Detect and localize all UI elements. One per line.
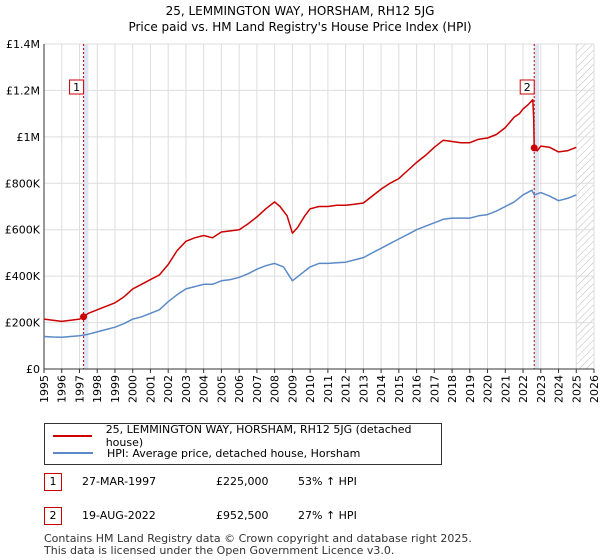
y-tick-label: £1M: [17, 131, 41, 144]
legend-swatch-hpi: [53, 452, 93, 454]
x-tick-label: 1996: [56, 375, 69, 403]
legend-item-hpi: HPI: Average price, detached house, Hors…: [53, 446, 360, 460]
sale-point: [80, 313, 88, 321]
sale-hpi-change: 53% ↑ HPI: [298, 475, 357, 488]
footer-licence: This data is licensed under the Open Gov…: [44, 544, 395, 557]
y-tick-label: £200K: [5, 317, 41, 330]
x-tick-label: 2011: [322, 375, 335, 403]
x-tick-label: 1998: [91, 375, 104, 403]
x-tick-label: 2013: [357, 375, 370, 403]
y-tick-label: £1.2M: [6, 84, 40, 97]
x-tick-label: 2012: [340, 375, 353, 403]
projection-hatch: [576, 44, 594, 369]
hpi-series-line: [43, 189, 577, 338]
chart-subtitle: Price paid vs. HM Land Registry's House …: [128, 20, 472, 34]
sale-row: 1 27-MAR-1997 £225,000 53% ↑ HPI: [44, 473, 444, 493]
x-tick-label: 2021: [499, 375, 512, 403]
x-tick-label: 2016: [411, 375, 424, 403]
property-series-line: [43, 98, 577, 323]
sale-marker-label: 1: [73, 81, 80, 94]
x-tick-label: 2006: [233, 375, 246, 403]
sale-date: 19-AUG-2022: [82, 509, 156, 522]
y-tick-label: £800K: [5, 177, 41, 190]
y-tick-label: £600K: [5, 224, 41, 237]
x-tick-label: 2003: [180, 375, 193, 403]
x-tick-label: 2020: [482, 375, 495, 403]
x-tick-label: 2014: [375, 375, 388, 403]
x-tick-label: 1995: [38, 375, 51, 403]
y-tick-label: £1.4M: [6, 38, 40, 51]
sale-hpi-change: 27% ↑ HPI: [298, 509, 357, 522]
x-tick-label: 2017: [428, 375, 441, 403]
sale-marker-badge: [519, 79, 535, 95]
y-tick-label: £0: [26, 363, 40, 376]
x-tick-label: 2001: [144, 375, 157, 403]
x-tick-label: 2015: [393, 375, 406, 403]
x-tick-label: 2005: [215, 375, 228, 403]
legend-swatch-property: [53, 435, 92, 437]
sale-badge: 2: [44, 507, 62, 525]
sale-point: [530, 144, 538, 152]
x-tick-label: 2008: [269, 375, 282, 403]
x-tick-label: 2000: [127, 375, 140, 403]
x-tick-label: 2019: [464, 375, 477, 403]
x-tick-label: 2026: [588, 375, 600, 403]
sale-price: £225,000: [216, 475, 269, 488]
footer-copyright: Contains HM Land Registry data © Crown c…: [44, 532, 472, 545]
x-tick-label: 2018: [446, 375, 459, 403]
legend-item-property: 25, LEMMINGTON WAY, HORSHAM, RH12 5JG (d…: [53, 423, 441, 449]
sale-marker-label: 2: [524, 81, 531, 94]
x-tick-label: 2025: [570, 375, 583, 403]
x-tick-label: 2007: [251, 375, 264, 403]
x-tick-label: 2004: [198, 375, 211, 403]
x-tick-label: 2022: [517, 375, 530, 403]
sale-marker-badge: [69, 79, 85, 95]
sale-price: £952,500: [216, 509, 269, 522]
x-tick-label: 1999: [109, 375, 122, 403]
legend-label-hpi: HPI: Average price, detached house, Hors…: [107, 446, 361, 460]
sale-highlight-band: [534, 44, 539, 369]
chart-title: 25, LEMMINGTON WAY, HORSHAM, RH12 5JG: [165, 4, 435, 18]
sale-row: 2 19-AUG-2022 £952,500 27% ↑ HPI: [44, 507, 444, 527]
x-tick-label: 2009: [286, 375, 299, 403]
sale-date: 27-MAR-1997: [82, 475, 157, 488]
x-tick-label: 2023: [535, 375, 548, 403]
x-tick-label: 2002: [162, 375, 175, 403]
sale-highlight-band: [83, 44, 89, 369]
x-tick-label: 2010: [304, 375, 317, 403]
legend-label-property: 25, LEMMINGTON WAY, HORSHAM, RH12 5JG (d…: [105, 423, 412, 449]
price-chart: £0 £200K £400K £600K £800K £1M £1.2M £1.4M 1995 1…: [5, 38, 600, 403]
x-tick-label: 2024: [553, 375, 566, 403]
y-tick-label: £400K: [5, 270, 41, 283]
x-tick-label: 1997: [73, 375, 86, 403]
sale-badge: 1: [44, 473, 62, 491]
legend: 25, LEMMINGTON WAY, HORSHAM, RH12 5JG (d…: [44, 423, 442, 465]
